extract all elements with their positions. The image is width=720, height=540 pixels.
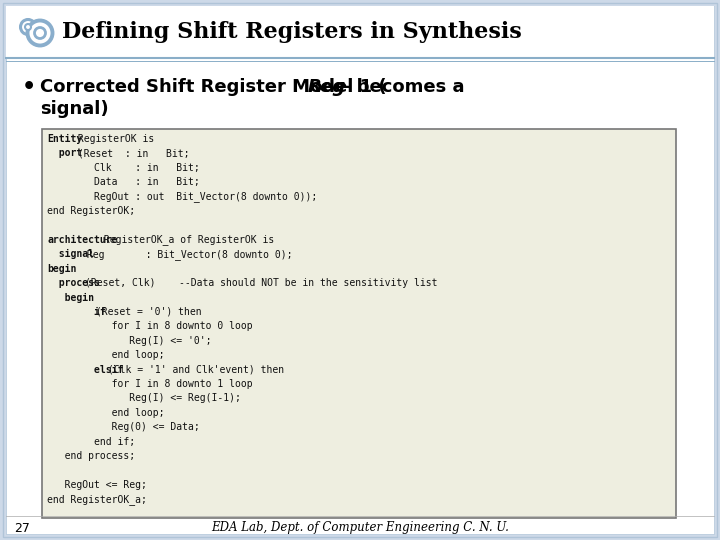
Text: Reg(I) <= '0';: Reg(I) <= '0'; <box>47 336 212 346</box>
Text: (Reset  : in   Bit;: (Reset : in Bit; <box>73 148 190 159</box>
Text: Corrected Shift Register Model 1 (: Corrected Shift Register Model 1 ( <box>40 78 387 96</box>
Text: end process;: end process; <box>47 451 135 461</box>
Text: if: if <box>47 307 106 317</box>
Text: Reg       : Bit_Vector(8 downto 0);: Reg : Bit_Vector(8 downto 0); <box>81 249 292 260</box>
Text: begin: begin <box>47 264 76 274</box>
Circle shape <box>35 28 45 38</box>
Text: end RegisterOK;: end RegisterOK; <box>47 206 135 216</box>
Text: RegisterOK is: RegisterOK is <box>73 134 155 144</box>
Text: port: port <box>47 148 82 159</box>
Text: Entity: Entity <box>47 134 82 144</box>
Text: Clk    : in   Bit;: Clk : in Bit; <box>47 163 199 173</box>
Text: for I in 8 downto 1 loop: for I in 8 downto 1 loop <box>47 379 253 389</box>
Text: EDA Lab, Dept. of Computer Engineering C. N. U.: EDA Lab, Dept. of Computer Engineering C… <box>211 521 509 534</box>
FancyBboxPatch shape <box>42 129 676 518</box>
Text: Reg(I) <= Reg(I-1);: Reg(I) <= Reg(I-1); <box>47 394 241 403</box>
Text: for I in 8 downto 0 loop: for I in 8 downto 0 loop <box>47 321 253 332</box>
Text: RegOut <= Reg;: RegOut <= Reg; <box>47 480 147 490</box>
FancyBboxPatch shape <box>6 6 714 534</box>
Circle shape <box>20 19 35 35</box>
Text: RegOut : out  Bit_Vector(8 downto 0));: RegOut : out Bit_Vector(8 downto 0)); <box>47 191 318 202</box>
Text: (Clk = '1' and Clk'event) then: (Clk = '1' and Clk'event) then <box>102 364 284 375</box>
Text: 27: 27 <box>14 522 30 535</box>
Text: signal: signal <box>47 249 94 259</box>
FancyBboxPatch shape <box>6 6 714 58</box>
Text: Defining Shift Registers in Synthesis: Defining Shift Registers in Synthesis <box>62 21 522 43</box>
Text: – becomes a: – becomes a <box>335 78 464 96</box>
Text: architecture: architecture <box>47 235 117 245</box>
Text: •: • <box>22 77 36 97</box>
Text: (Reset, Clk)    --Data should NOT be in the sensitivity list: (Reset, Clk) --Data should NOT be in the… <box>85 278 438 288</box>
Text: RegisterOK_a of RegisterOK is: RegisterOK_a of RegisterOK is <box>98 234 274 245</box>
Text: end RegisterOK_a;: end RegisterOK_a; <box>47 494 147 505</box>
Text: end loop;: end loop; <box>47 408 164 418</box>
Text: signal): signal) <box>40 100 109 118</box>
Text: Reg: Reg <box>308 78 346 96</box>
Circle shape <box>27 21 53 45</box>
Text: end loop;: end loop; <box>47 350 164 360</box>
Circle shape <box>25 24 31 30</box>
Text: (Reset = '0') then: (Reset = '0') then <box>89 307 201 317</box>
Text: end if;: end if; <box>47 437 135 447</box>
Text: Data   : in   Bit;: Data : in Bit; <box>47 177 199 187</box>
Text: Reg(0) <= Data;: Reg(0) <= Data; <box>47 422 199 432</box>
Text: elsif: elsif <box>47 364 123 375</box>
Text: process: process <box>47 278 100 288</box>
Text: begin: begin <box>47 293 94 302</box>
